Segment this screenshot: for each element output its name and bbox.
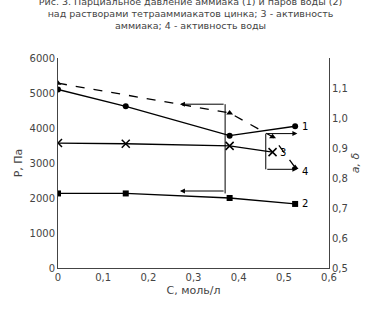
svg-text:0,2: 0,2 (140, 272, 156, 283)
svg-text:1: 1 (302, 121, 308, 132)
svg-text:1000: 1000 (30, 228, 55, 239)
svg-text:0,9: 0,9 (332, 143, 348, 154)
svg-text:Рис. 3. Парциальное давление а: Рис. 3. Парциальное давление аммиака (1)… (39, 0, 342, 31)
svg-text:4000: 4000 (30, 123, 55, 134)
svg-text:0,5: 0,5 (332, 263, 348, 274)
svg-text:0,6: 0,6 (332, 233, 348, 244)
svg-text:1,1: 1,1 (332, 83, 348, 94)
svg-text:0,7: 0,7 (332, 203, 348, 214)
svg-text:0,4: 0,4 (231, 272, 247, 283)
svg-text:0,8: 0,8 (332, 173, 348, 184)
svg-text:3: 3 (280, 147, 286, 158)
svg-text:0,5: 0,5 (276, 272, 292, 283)
svg-text:5000: 5000 (30, 88, 55, 99)
svg-text:0: 0 (49, 263, 55, 274)
svg-text:0: 0 (55, 272, 61, 283)
svg-text:a, δ: a, δ (349, 153, 362, 174)
svg-text:0,6: 0,6 (321, 272, 337, 283)
svg-text:0,3: 0,3 (186, 272, 202, 283)
svg-text:3000: 3000 (30, 158, 55, 169)
svg-text:0,1: 0,1 (95, 272, 111, 283)
svg-text:6000: 6000 (30, 53, 55, 64)
svg-text:2: 2 (302, 198, 308, 209)
svg-text:Р, Па: Р, Па (12, 149, 25, 178)
svg-text:2000: 2000 (30, 193, 55, 204)
svg-text:4: 4 (302, 166, 308, 177)
svg-text:С, моль/л: С, моль/л (167, 284, 221, 297)
svg-text:1,0: 1,0 (332, 113, 348, 124)
